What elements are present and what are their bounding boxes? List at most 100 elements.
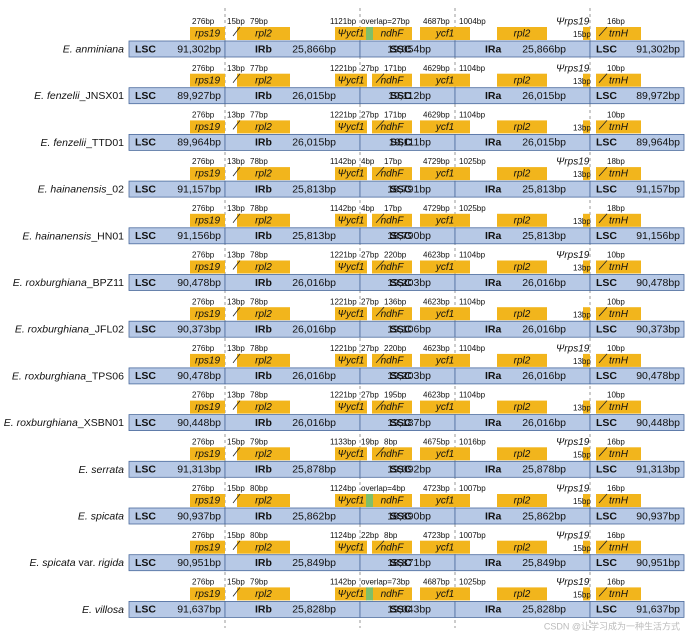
boundary-annotation: 276bp xyxy=(192,64,215,73)
region-label: IRa xyxy=(485,417,502,429)
boundary-annotation: overlap=4bp xyxy=(361,484,406,493)
region xyxy=(589,367,685,385)
gene-label: trnH xyxy=(609,356,629,367)
name-part: var. xyxy=(76,557,99,569)
region-size: 19,203bp xyxy=(387,277,431,289)
gene-box xyxy=(420,540,470,554)
psi-gene-box xyxy=(583,120,590,134)
boundary-annotation: 276bp xyxy=(192,531,215,540)
boundary-annotation: 13bp xyxy=(573,264,591,273)
gene-label: ycf1 xyxy=(435,122,454,133)
region-size: 91,157bp xyxy=(177,183,221,195)
gene-box xyxy=(335,400,367,414)
region-size: 26,015bp xyxy=(522,90,566,102)
boundary-annotation: 78bp xyxy=(250,251,268,260)
region-label: LSC xyxy=(135,230,156,242)
boundary-annotation: Ψrps19 xyxy=(556,344,590,355)
gene-box xyxy=(190,353,225,367)
region-size: 25,862bp xyxy=(522,510,566,522)
region-size: 25,813bp xyxy=(292,183,336,195)
gene-label: trnH xyxy=(609,449,629,460)
arrow xyxy=(598,493,608,504)
name-part: _JNSX01 xyxy=(79,90,125,102)
gene-box xyxy=(420,27,470,40)
boundary-annotation: 1221bp xyxy=(330,297,357,306)
arrow xyxy=(232,120,241,130)
region-size: 90,951bp xyxy=(636,557,680,569)
region-label: IRa xyxy=(485,137,502,149)
gene-label: rpl2 xyxy=(255,402,272,413)
gene-label: Ψycf1 xyxy=(338,589,365,600)
genome-row: rps19 rpl2 Ψycf1 ndhF ycf1 rpl2 trnH 276bp 15bp 7… xyxy=(63,17,685,58)
gene-box xyxy=(237,400,290,414)
gene-box xyxy=(372,120,412,134)
gene-label: rpl2 xyxy=(514,589,531,600)
arrow xyxy=(375,400,385,410)
boundary-annotation: 79bp xyxy=(250,437,268,446)
boundary-annotation: 13bp xyxy=(573,77,591,86)
genome-row: rps19 rpl2 Ψycf1 ndhF ycf1 rpl2 trnH 276bp 15bp 8… xyxy=(78,484,685,525)
boundary-annotation: Ψrps19 xyxy=(556,63,590,74)
boundary-annotation: 1121bp xyxy=(330,17,357,26)
species-name: E. serrata xyxy=(78,464,124,476)
gene-label: rpl2 xyxy=(255,122,272,133)
region-size: 25,828bp xyxy=(522,604,566,616)
region-size: 26,016bp xyxy=(292,417,336,429)
region-label: LSC xyxy=(596,323,617,335)
psi-gene-box xyxy=(583,260,590,274)
boundary-annotation: 1142bp xyxy=(330,578,357,587)
arrow xyxy=(232,260,241,270)
gene-box xyxy=(420,120,470,134)
boundary-annotation: 4623bp xyxy=(423,297,450,306)
region-size: 26,016bp xyxy=(522,277,566,289)
boundary-annotation: 13bp xyxy=(573,217,591,226)
boundary-annotation: 276bp xyxy=(192,204,215,213)
arrow xyxy=(232,400,241,410)
boundary-annotation: 15bp xyxy=(227,17,245,26)
genome-row: rps19 rpl2 Ψycf1 ndhF ycf1 rpl2 trnH 276bp 15bp 7… xyxy=(82,577,685,618)
name-part: E. roxburghiana xyxy=(13,277,87,289)
region-label: LSC xyxy=(596,90,617,102)
boundary-annotation: 27bp xyxy=(361,111,379,120)
gene-box xyxy=(497,353,547,367)
boundary-annotation: 13bp xyxy=(227,64,245,73)
species-name: E. roxburghiana_XSBN01 xyxy=(4,417,124,429)
species-name: E. spicata var. rigida xyxy=(29,557,124,569)
gene-label: Ψycf1 xyxy=(338,402,365,413)
gene-box xyxy=(420,260,470,274)
genome-row: rps19 rpl2 Ψycf1 ndhF ycf1 rpl2 trnH 276bp 15bp 7… xyxy=(78,437,685,478)
arrow xyxy=(598,587,608,597)
gene-label: ndhF xyxy=(381,75,405,86)
region-label: LSC xyxy=(135,323,156,335)
gene-box xyxy=(420,587,470,601)
boundary-annotation: Ψrps19 xyxy=(556,157,590,168)
region-size: 19,092bp xyxy=(387,464,431,476)
gene-box xyxy=(596,494,641,507)
arrow xyxy=(598,26,608,37)
gene-label: rpl2 xyxy=(255,589,272,600)
region-size: 26,015bp xyxy=(292,90,336,102)
gene-label: rps19 xyxy=(195,449,220,460)
region-label: IRa xyxy=(485,230,502,242)
boundary-annotation: 4729bp xyxy=(423,157,450,166)
gene-label: ndhF xyxy=(381,589,405,600)
gene-box xyxy=(190,307,225,321)
boundary-annotation: 15bp xyxy=(573,450,591,459)
region-size: 25,849bp xyxy=(292,557,336,569)
watermark: CSDN @让学习成为一种生活方式 xyxy=(544,620,680,631)
gene-box xyxy=(596,447,641,461)
region-label: LSC xyxy=(135,137,156,149)
boundary-annotation: 4623bp xyxy=(423,344,450,353)
gene-label: ycf1 xyxy=(435,262,454,273)
gene-label: Ψycf1 xyxy=(338,169,365,180)
gene-box xyxy=(335,447,367,461)
region-size: 91,637bp xyxy=(177,604,221,616)
gene-label: ndhF xyxy=(381,262,405,273)
region xyxy=(589,133,685,151)
gene-label: trnH xyxy=(609,29,629,40)
psi-gene-box xyxy=(583,540,590,554)
region-label: IRb xyxy=(255,323,272,335)
boundary-annotation: 1221bp xyxy=(330,64,357,73)
gene-label: rpl2 xyxy=(514,122,531,133)
region-label: SSC xyxy=(390,183,412,195)
